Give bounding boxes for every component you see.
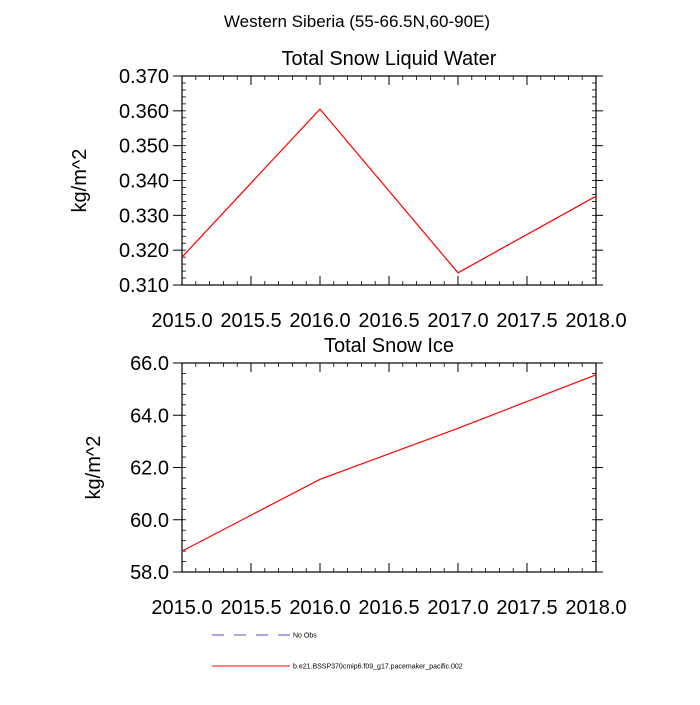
- y-tick-label: 0.320: [119, 240, 169, 262]
- y-tick-label: 0.350: [119, 136, 169, 158]
- y-tick-label: 0.360: [119, 101, 169, 123]
- x-tick-label: 2018.0: [565, 597, 626, 619]
- y-tick-label: 0.330: [119, 205, 169, 227]
- x-tick-label: 2016.0: [289, 310, 350, 332]
- legend-label-model: b.e21.BSSP370cmip6.f09_g17.pacemaker_pac…: [293, 664, 463, 671]
- plot-frame: [181, 75, 597, 286]
- figure-title: Western Siberia (55-66.5N,60-90E): [224, 12, 490, 31]
- panel-title: Total Snow Ice: [324, 335, 454, 357]
- y-tick-label: 0.310: [119, 275, 169, 297]
- y-tick-label: 62.0: [130, 458, 169, 480]
- x-tick-label: 2016.0: [289, 597, 350, 619]
- series-line: [181, 374, 597, 552]
- x-tick-label: 2015.5: [220, 597, 281, 619]
- x-tick-label: 2017.5: [496, 310, 557, 332]
- x-tick-label: 2018.0: [565, 310, 626, 332]
- legend: No Obs b.e21.BSSP370cmip6.f09_g17.pacema…: [212, 633, 463, 671]
- x-tick-label: 2015.0: [151, 597, 212, 619]
- chart-panel-snow-ice: Total Snow Ice 2015.0 2015.5 2016.0 2016.5 20…: [83, 335, 627, 619]
- panel-title: Total Snow Liquid Water: [282, 48, 497, 70]
- plot-frame: [181, 362, 597, 573]
- chart-panel-snow-liquid-water: Total Snow Liquid Water 2015.0 2015.5 2016.…: [69, 48, 627, 332]
- y-tick-label: 0.340: [119, 171, 169, 193]
- y-axis-label: kg/m^2: [83, 436, 105, 500]
- x-tick-label: 2015.0: [151, 310, 212, 332]
- x-tick-label: 2016.5: [358, 597, 419, 619]
- x-tick-label: 2015.5: [220, 310, 281, 332]
- series-line: [181, 108, 597, 274]
- x-tick-label: 2017.0: [427, 310, 488, 332]
- x-tick-label: 2016.5: [358, 310, 419, 332]
- x-tick-label: 2017.0: [427, 597, 488, 619]
- y-axis-label: kg/m^2: [69, 149, 91, 213]
- y-tick-label: 58.0: [130, 562, 169, 584]
- legend-label-no-obs: No Obs: [293, 633, 317, 640]
- y-tick-label: 60.0: [130, 510, 169, 532]
- x-tick-label: 2017.5: [496, 597, 557, 619]
- y-tick-label: 66.0: [130, 353, 169, 375]
- y-tick-label: 64.0: [130, 405, 169, 427]
- y-tick-label: 0.370: [119, 66, 169, 88]
